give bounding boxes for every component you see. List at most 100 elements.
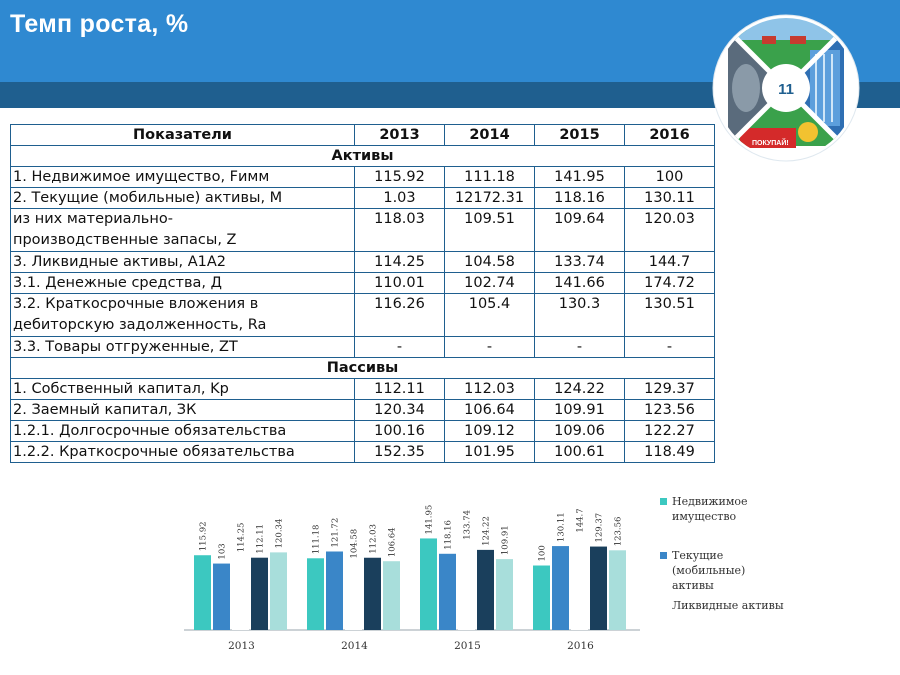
cell-value: 120.34 <box>354 399 445 421</box>
data-label: 133.74 <box>463 510 473 540</box>
cell-value: - <box>444 336 535 358</box>
table-row: 3.1. Денежные средства, Д 110.01 102.74 … <box>10 272 715 294</box>
bar <box>326 551 343 630</box>
bar <box>194 555 211 630</box>
cell-value: 105.4 <box>444 293 535 337</box>
cell-value: 118.16 <box>534 187 625 209</box>
row-label: 2. Текущие (мобильные) активы, M <box>10 187 355 209</box>
table-row: 1.2.2. Краткосрочные обязательства 152.3… <box>10 441 715 463</box>
legend-item: Недвижимое имущество <box>660 494 872 524</box>
legend-label: активы <box>672 579 714 592</box>
header-year: 2013 <box>354 124 445 146</box>
data-label: 115.92 <box>199 521 209 551</box>
legend-item: Ликвидные активы <box>660 598 872 613</box>
bar <box>383 561 400 630</box>
data-label: 130.11 <box>557 512 567 542</box>
data-label: 109.91 <box>501 525 511 555</box>
row-label: 1. Недвижимое имущество, Fимм <box>10 166 355 188</box>
cell-value: 174.72 <box>624 272 715 294</box>
cell-value: 101.95 <box>444 441 535 463</box>
cell-value: 133.74 <box>534 251 625 273</box>
cell-value: 109.91 <box>534 399 625 421</box>
bar <box>213 563 230 630</box>
bar <box>251 557 268 630</box>
cell-value: 123.56 <box>624 399 715 421</box>
data-label: 112.03 <box>369 524 379 554</box>
cell-value: 1.03 <box>354 187 445 209</box>
cell-value: 109.12 <box>444 420 535 442</box>
row-label: из них материально-производственные запа… <box>10 208 355 252</box>
table-row: 3. Ликвидные активы, A1A2 114.25 104.58 … <box>10 251 715 273</box>
row-label: 3.2. Краткосрочные вложения в дебиторскую… <box>10 293 355 337</box>
cell-value: 124.22 <box>534 378 625 400</box>
data-label: 104.58 <box>350 529 360 559</box>
cell-value: 120.03 <box>624 208 715 252</box>
x-tick-label: 2014 <box>341 640 368 652</box>
cell-value: 122.27 <box>624 420 715 442</box>
x-tick-label: 2016 <box>567 640 594 652</box>
row-label: 1.2.2. Краткосрочные обязательства <box>10 441 355 463</box>
table-row: из них материально-производственные запа… <box>10 208 715 252</box>
bar <box>345 562 362 630</box>
row-label: 1. Собственный капитал, Kp <box>10 378 355 400</box>
bar <box>477 549 494 630</box>
legend-swatch <box>660 552 667 559</box>
section-row: Активы <box>10 145 715 167</box>
bar <box>533 565 550 630</box>
header-indicators: Показатели <box>10 124 355 146</box>
logo-badge-text: ПОКУПАЙ! <box>752 138 789 147</box>
header-year: 2015 <box>534 124 625 146</box>
cell-value: 111.18 <box>444 166 535 188</box>
row-label: 1.2.1. Долгосрочные обязательства <box>10 420 355 442</box>
cell-value: 130.11 <box>624 187 715 209</box>
row-label-line: 3.2. Краткосрочные вложения в <box>13 296 259 312</box>
data-label: 123.56 <box>614 517 624 547</box>
table-row: 2. Заемный капитал, ЗК 120.34 106.64 109… <box>10 399 715 421</box>
legend-label: (мобильные) <box>672 564 746 577</box>
legend-label: имущество <box>672 510 737 523</box>
data-label: 121.72 <box>331 518 341 548</box>
cell-value: 129.37 <box>624 378 715 400</box>
legend-swatch <box>660 498 667 505</box>
data-label: 124.22 <box>482 516 492 546</box>
row-label-line: производственные запасы, Z <box>13 232 237 248</box>
cell-value: 144.7 <box>624 251 715 273</box>
bar <box>232 556 249 630</box>
cell-value: 118.49 <box>624 441 715 463</box>
cell-value: 109.06 <box>534 420 625 442</box>
cell-value: 100.61 <box>534 441 625 463</box>
bar <box>496 559 513 630</box>
section-row: Пассивы <box>10 357 715 379</box>
section-liabilities: Пассивы <box>10 357 715 379</box>
cell-value: 109.51 <box>444 208 535 252</box>
data-label: 106.64 <box>388 527 398 557</box>
bar <box>552 546 569 630</box>
cell-value: 100 <box>624 166 715 188</box>
legend-label: Ликвидные активы <box>672 599 784 612</box>
cell-value: 118.03 <box>354 208 445 252</box>
cell-value: 130.3 <box>534 293 625 337</box>
cell-value: 102.74 <box>444 272 535 294</box>
table-row: 2. Текущие (мобильные) активы, M 1.03 12… <box>10 187 715 209</box>
bar <box>270 552 287 630</box>
bar <box>609 550 626 630</box>
x-tick-label: 2013 <box>228 640 255 652</box>
row-label: 3. Ликвидные активы, A1A2 <box>10 251 355 273</box>
logo-emblem: ПОКУПАЙ! 11 <box>712 14 860 162</box>
cell-value: 141.66 <box>534 272 625 294</box>
slide-number: 11 <box>778 81 794 98</box>
cell-value: - <box>534 336 625 358</box>
row-label-line: дебиторскую задолженность, Ra <box>13 317 267 333</box>
x-tick-label: 2015 <box>454 640 481 652</box>
data-label: 144.7 <box>576 508 586 532</box>
table-row: 1.2.1. Долгосрочные обязательства 100.16… <box>10 420 715 442</box>
data-label: 103 <box>218 543 228 559</box>
header-year: 2014 <box>444 124 535 146</box>
cell-value: 109.64 <box>534 208 625 252</box>
table-header-row: Показатели 2013 2014 2015 2016 <box>10 124 715 146</box>
cell-value: 104.58 <box>444 251 535 273</box>
data-label: 120.34 <box>275 519 285 549</box>
bar <box>458 543 475 630</box>
data-label: 111.18 <box>312 525 322 555</box>
row-label: 3.1. Денежные средства, Д <box>10 272 355 294</box>
